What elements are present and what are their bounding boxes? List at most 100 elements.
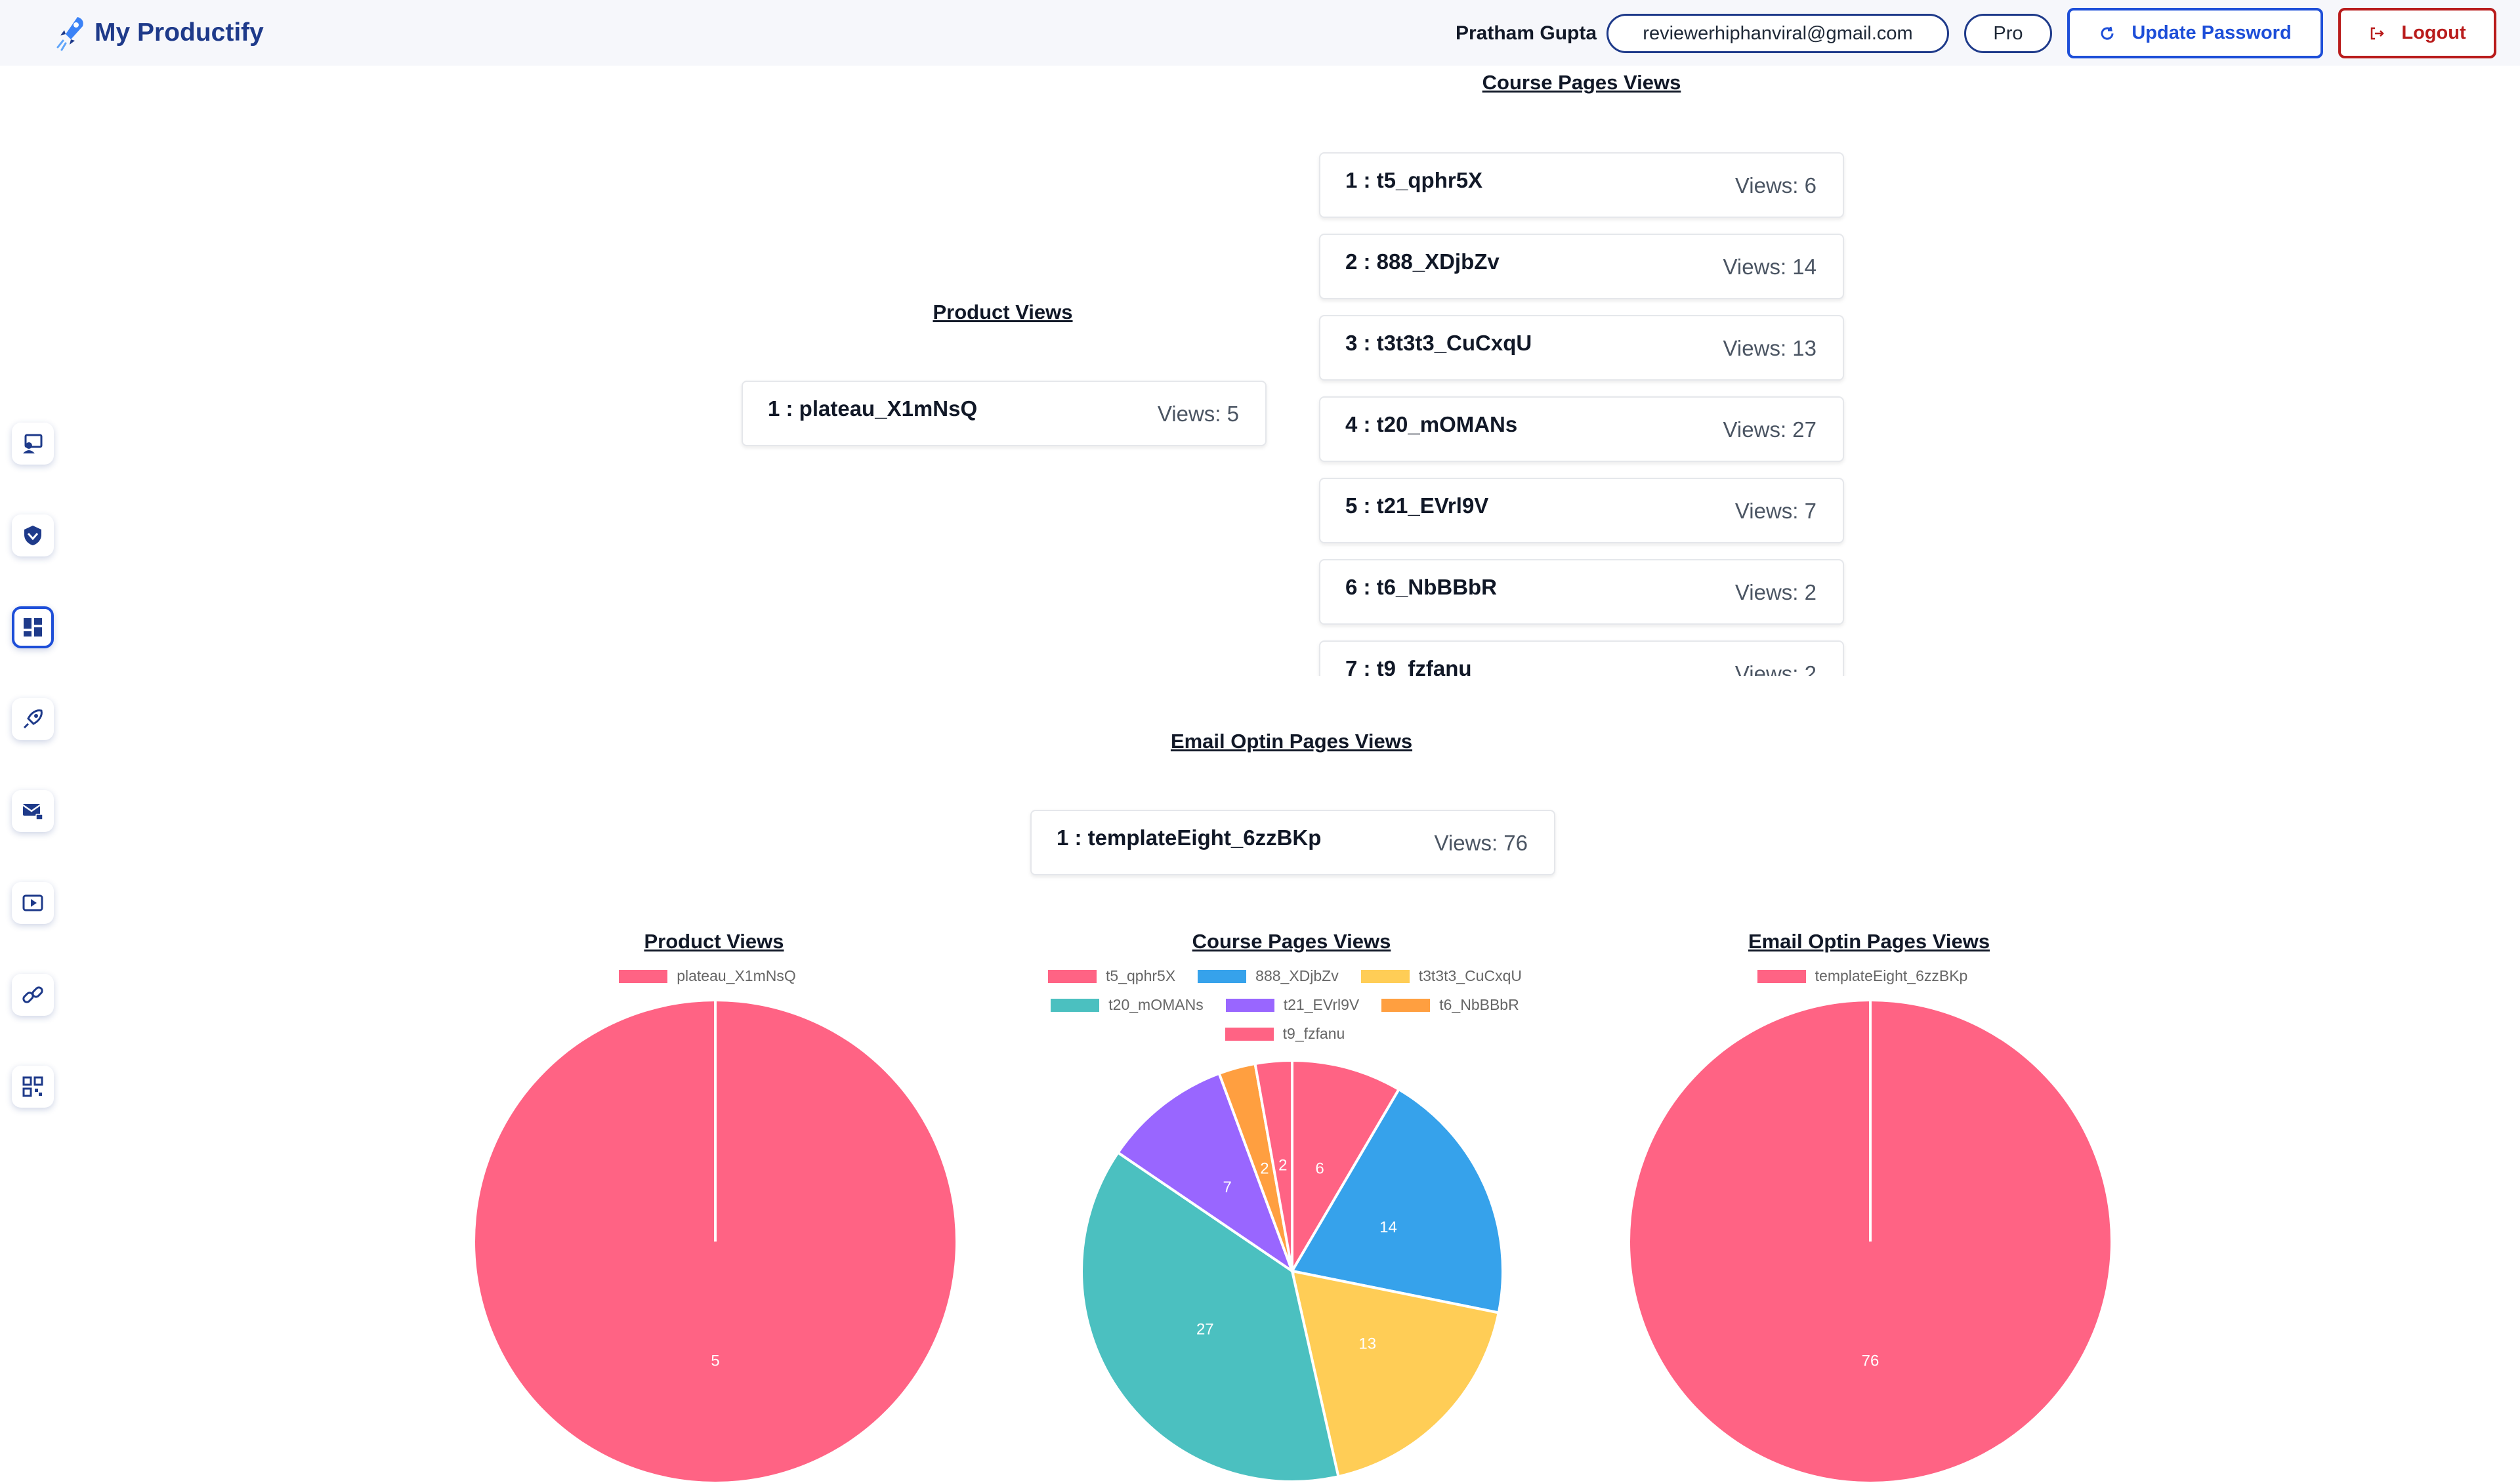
legend-row: templateEight_6zzBKp bbox=[1757, 967, 1981, 985]
course-name: 2 : 888_XDjbZv bbox=[1345, 249, 1500, 274]
pie-slice[interactable] bbox=[1253, 1058, 1293, 1272]
course-card: 4 : t20_mOMANs Views: 27 bbox=[1319, 396, 1844, 462]
sidebar-item-users[interactable] bbox=[12, 423, 54, 465]
course-views-list[interactable]: 1 : t5_qphr5X Views: 6 2 : 888_XDjbZv View… bbox=[1312, 144, 1857, 676]
app-logo[interactable]: My Productify bbox=[54, 14, 264, 51]
course-name: 7 : t9_fzfanu bbox=[1345, 656, 1472, 676]
course-views-count: Views: 14 bbox=[1723, 255, 1816, 279]
pie-slice-label: 6 bbox=[1315, 1159, 1324, 1177]
rocket-logo-icon bbox=[56, 17, 83, 51]
legend-label: t6_NbBBbR bbox=[1439, 996, 1519, 1013]
pie-slice[interactable] bbox=[1290, 1269, 1501, 1478]
legend-item[interactable]: plateau_X1mNsQ bbox=[619, 967, 796, 985]
pie-slice-label: 5 bbox=[711, 1352, 719, 1369]
pie-slice[interactable] bbox=[1080, 1150, 1340, 1483]
legend-label: 888_XDjbZv bbox=[1255, 967, 1339, 984]
legend-item[interactable]: t5_qphr5X bbox=[1048, 967, 1175, 985]
course-name: 5 : t21_EVrl9V bbox=[1345, 493, 1489, 518]
legend-label: t21_EVrl9V bbox=[1283, 996, 1360, 1013]
link-icon bbox=[22, 986, 43, 1003]
legend-item[interactable]: t3t3t3_CuCxqU bbox=[1360, 967, 1522, 985]
course-card: 1 : t5_qphr5X Views: 6 bbox=[1319, 152, 1844, 218]
legend-swatch bbox=[619, 969, 668, 983]
update-password-label: Update Password bbox=[2132, 22, 2292, 43]
sidebar-item-launch[interactable] bbox=[12, 698, 54, 740]
shield-icon bbox=[24, 526, 41, 545]
dashboard-icon bbox=[24, 618, 42, 637]
legend-label: t3t3t3_CuCxqU bbox=[1418, 967, 1522, 984]
course-card: 2 : 888_XDjbZv Views: 14 bbox=[1319, 234, 1844, 299]
user-name: Pratham Gupta bbox=[1456, 22, 1597, 44]
update-password-button[interactable]: Update Password bbox=[2067, 8, 2323, 58]
sidebar-item-email[interactable] bbox=[12, 790, 54, 832]
product-card: 1 : plateau_X1mNsQ Views: 5 bbox=[742, 381, 1267, 446]
logout-icon bbox=[2371, 27, 2385, 39]
email-card: 1 : templateEight_6zzBKp Views: 76 bbox=[1030, 810, 1555, 875]
video-icon bbox=[22, 894, 43, 911]
user-screen-icon bbox=[23, 434, 43, 453]
course-views-pie-chart: 6 14 13 27 7 2 2 bbox=[1080, 1058, 1504, 1483]
product-views-title: Product Views bbox=[933, 301, 1073, 324]
legend-label: t9_fzfanu bbox=[1282, 1025, 1345, 1042]
legend-row: plateau_X1mNsQ bbox=[619, 967, 809, 985]
top-header: My Productify Pratham Gupta reviewerhiph… bbox=[0, 0, 2520, 66]
course-views-count: Views: 7 bbox=[1734, 499, 1816, 523]
legend-item[interactable]: t6_NbBBbR bbox=[1381, 996, 1519, 1014]
legend-item[interactable]: t21_EVrl9V bbox=[1225, 996, 1360, 1014]
legend-swatch bbox=[1198, 969, 1247, 983]
legend-swatch bbox=[1757, 969, 1806, 983]
refresh-icon bbox=[2101, 26, 2114, 39]
course-views-count: Views: 6 bbox=[1734, 173, 1816, 198]
email-page-name: 1 : templateEight_6zzBKp bbox=[1057, 825, 1322, 850]
legend-item[interactable]: 888_XDjbZv bbox=[1198, 967, 1339, 985]
course-views-title: Course Pages Views bbox=[1482, 71, 1681, 94]
email-chart-title: Email Optin Pages Views bbox=[1748, 930, 1990, 953]
product-chart-title: Product Views bbox=[644, 930, 784, 953]
sidebar-item-qr[interactable] bbox=[12, 1066, 54, 1108]
sidebar-item-videos[interactable] bbox=[12, 882, 54, 924]
legend-item[interactable]: templateEight_6zzBKp bbox=[1757, 967, 1967, 985]
course-card: 3 : t3t3t3_CuCxqU Views: 13 bbox=[1319, 315, 1844, 381]
sidebar-item-security[interactable] bbox=[12, 514, 54, 556]
pie-slice-label: 14 bbox=[1379, 1219, 1397, 1236]
pie-slice-label: 13 bbox=[1358, 1335, 1376, 1353]
sidebar-item-dashboard[interactable] bbox=[12, 606, 54, 648]
qr-code-icon bbox=[22, 1076, 43, 1097]
plan-badge: Pro bbox=[1964, 14, 2052, 53]
product-views-count: Views: 5 bbox=[1157, 402, 1239, 426]
pie-slice[interactable] bbox=[1291, 1058, 1401, 1276]
course-views-count: Views: 2 bbox=[1734, 580, 1816, 604]
course-card: 6 : t6_NbBBbR Views: 2 bbox=[1319, 559, 1844, 625]
plan-label: Pro bbox=[1993, 22, 2023, 44]
course-views-count: Views: 13 bbox=[1723, 336, 1816, 360]
course-name: 4 : t20_mOMANs bbox=[1345, 412, 1518, 436]
legend-item[interactable]: t20_mOMANs bbox=[1051, 996, 1204, 1014]
pie-slice[interactable] bbox=[1116, 1072, 1295, 1275]
course-name: 1 : t5_qphr5X bbox=[1345, 168, 1483, 192]
app-name: My Productify bbox=[94, 18, 264, 47]
legend-item[interactable]: t9_fzfanu bbox=[1225, 1025, 1345, 1043]
sidebar-item-links[interactable] bbox=[12, 974, 54, 1016]
course-card: 5 : t21_EVrl9V Views: 7 bbox=[1319, 478, 1844, 543]
email-views-count: Views: 76 bbox=[1434, 831, 1528, 855]
legend-row: t5_qphr5X 888_XDjbZv t3t3t3_CuCxqU bbox=[1048, 967, 1535, 985]
legend-label: plateau_X1mNsQ bbox=[677, 967, 796, 984]
pie-slice-label: 76 bbox=[1862, 1352, 1880, 1369]
mail-lock-icon bbox=[22, 804, 43, 820]
pie-slice-label: 2 bbox=[1260, 1159, 1269, 1177]
legend-swatch bbox=[1360, 969, 1410, 983]
legend-label: t5_qphr5X bbox=[1106, 967, 1176, 984]
legend-swatch bbox=[1225, 1027, 1274, 1041]
logout-label: Logout bbox=[2401, 22, 2466, 43]
legend-swatch bbox=[1051, 998, 1100, 1012]
email-views-title: Email Optin Pages Views bbox=[1170, 730, 1413, 753]
product-views-pie-chart: 5 bbox=[475, 1001, 956, 1482]
legend-row: t9_fzfanu bbox=[1225, 1025, 1358, 1043]
legend-swatch bbox=[1381, 998, 1431, 1012]
course-name: 3 : t3t3t3_CuCxqU bbox=[1345, 331, 1532, 355]
logout-button[interactable]: Logout bbox=[2338, 8, 2496, 58]
user-email: reviewerhiphanviral@gmail.com bbox=[1643, 22, 1913, 44]
rocket-icon bbox=[23, 709, 43, 729]
course-chart-title: Course Pages Views bbox=[1192, 930, 1391, 953]
pie-slice[interactable] bbox=[1290, 1087, 1504, 1314]
